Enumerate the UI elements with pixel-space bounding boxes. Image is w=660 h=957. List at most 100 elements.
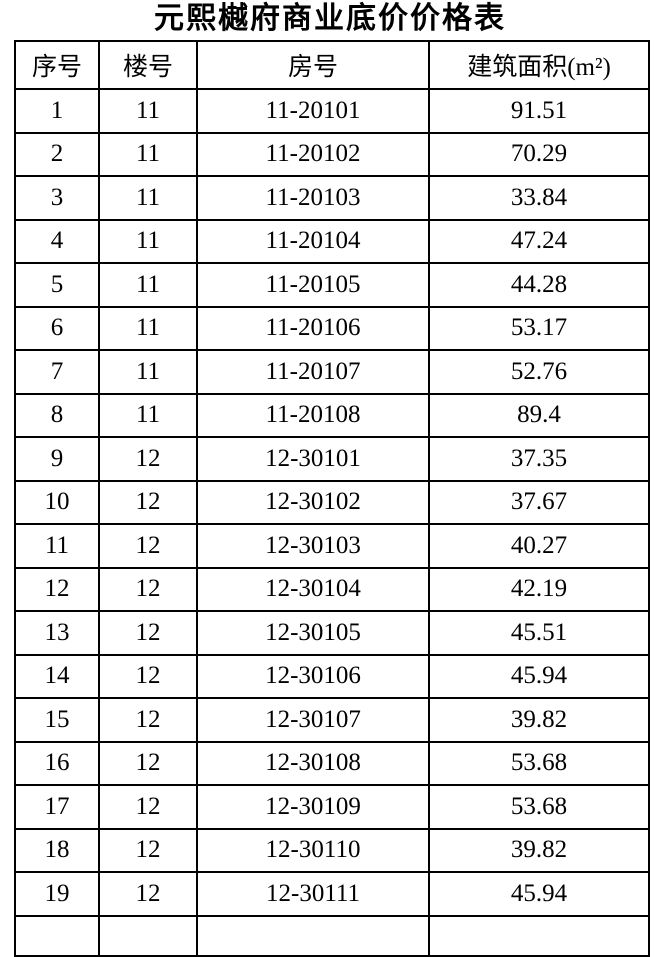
table-cell: 3: [14, 175, 100, 221]
table-cell: 12: [98, 827, 198, 873]
table-cell: 4: [14, 218, 100, 264]
table-cell: 70.29: [428, 131, 650, 177]
table-cell: 12-30105: [196, 610, 430, 656]
table-header-row: 序号 楼号 房号 建筑面积(m²): [14, 40, 650, 90]
table-cell: 12: [98, 784, 198, 830]
table-cell: 37.67: [428, 479, 650, 525]
table-cell: 12: [98, 566, 198, 612]
table-row: 15 12 12-30107 39.82: [14, 697, 650, 743]
table-cell: 11-20106: [196, 305, 430, 351]
table-cell: [98, 914, 198, 957]
table-cell: 91.51: [428, 88, 650, 134]
table-cell: 39.82: [428, 697, 650, 743]
header-building-area: 建筑面积(m²): [428, 40, 650, 90]
table-cell: 11-20103: [196, 175, 430, 221]
table-row: 10 12 12-30102 37.67: [14, 479, 650, 525]
table-cell: 11-20105: [196, 262, 430, 308]
table-row: 13 12 12-30105 45.51: [14, 610, 650, 656]
table-cell: 11: [98, 262, 198, 308]
table-cell: 9: [14, 436, 100, 482]
table-cell: [14, 914, 100, 957]
table-cell: 10: [14, 479, 100, 525]
table-cell: 33.84: [428, 175, 650, 221]
table-row: 9 12 12-30101 37.35: [14, 436, 650, 482]
table-cell: [196, 914, 430, 957]
table-cell: 12: [98, 697, 198, 743]
table-row: 4 11 11-20104 47.24: [14, 218, 650, 264]
table-cell: 11-20101: [196, 88, 430, 134]
table-cell: 12: [14, 566, 100, 612]
table-body: 1 11 11-20101 91.51 2 11 11-20102 70.29 3 11 11-20…: [14, 88, 650, 957]
table-row: 3 11 11-20103 33.84: [14, 175, 650, 221]
header-serial-number: 序号: [14, 40, 100, 90]
header-room-number: 房号: [196, 40, 430, 90]
table-row: 6 11 11-20106 53.17: [14, 305, 650, 351]
table-cell: 11-20102: [196, 131, 430, 177]
table-row: 14 12 12-30106 45.94: [14, 653, 650, 699]
table-cell: 14: [14, 653, 100, 699]
table-cell: 53.68: [428, 784, 650, 830]
table-row: 19 12 12-30111 45.94: [14, 871, 650, 917]
table-cell: 45.51: [428, 610, 650, 656]
table-cell: 1: [14, 88, 100, 134]
table-cell: 8: [14, 392, 100, 438]
table-cell: 16: [14, 740, 100, 786]
table-cell: 47.24: [428, 218, 650, 264]
table-cell: [428, 914, 650, 957]
table-cell: 11: [98, 305, 198, 351]
table-cell: 18: [14, 827, 100, 873]
table-row: 12 12 12-30104 42.19: [14, 566, 650, 612]
table-cell: 11: [98, 392, 198, 438]
price-table: 序号 楼号 房号 建筑面积(m²) 1 11 11-20101 91.51 2 11 11-…: [14, 40, 650, 957]
table-cell: 89.4: [428, 392, 650, 438]
table-cell: 12-30111: [196, 871, 430, 917]
table-cell: 11: [98, 349, 198, 395]
table-cell: 12-30104: [196, 566, 430, 612]
table-cell: 12-30101: [196, 436, 430, 482]
table-row: 7 11 11-20107 52.76: [14, 349, 650, 395]
page-title: 元熙樾府商业底价价格表: [154, 2, 506, 35]
table-row: 1 11 11-20101 91.51: [14, 88, 650, 134]
table-cell: 12: [98, 871, 198, 917]
table-cell: 7: [14, 349, 100, 395]
table-cell: 11-20108: [196, 392, 430, 438]
table-cell: 11: [98, 218, 198, 264]
table-cell: 2: [14, 131, 100, 177]
table-cell: 40.27: [428, 523, 650, 569]
table-cell: 12: [98, 479, 198, 525]
table-cell: 6: [14, 305, 100, 351]
table-cell: 52.76: [428, 349, 650, 395]
table-cell: 12-30110: [196, 827, 430, 873]
table-cell: 12: [98, 523, 198, 569]
table-cell: 5: [14, 262, 100, 308]
document-page: 元熙樾府商业底价价格表 序号 楼号 房号 建筑面积(m²) 1 11 11-2010…: [14, 2, 650, 957]
table-row: 18 12 12-30110 39.82: [14, 827, 650, 873]
table-cell: 42.19: [428, 566, 650, 612]
table-row-partial: [14, 914, 650, 957]
table-cell: 44.28: [428, 262, 650, 308]
table-row: 16 12 12-30108 53.68: [14, 740, 650, 786]
table-cell: 37.35: [428, 436, 650, 482]
table-row: 11 12 12-30103 40.27: [14, 523, 650, 569]
table-cell: 45.94: [428, 871, 650, 917]
table-cell: 15: [14, 697, 100, 743]
table-cell: 12-30103: [196, 523, 430, 569]
table-cell: 45.94: [428, 653, 650, 699]
table-cell: 53.68: [428, 740, 650, 786]
table-cell: 19: [14, 871, 100, 917]
table-cell: 12-30102: [196, 479, 430, 525]
header-building-number: 楼号: [98, 40, 198, 90]
table-row: 2 11 11-20102 70.29: [14, 131, 650, 177]
table-cell: 11: [98, 175, 198, 221]
table-row: 8 11 11-20108 89.4: [14, 392, 650, 438]
table-cell: 12-30106: [196, 653, 430, 699]
table-cell: 17: [14, 784, 100, 830]
table-cell: 11: [98, 131, 198, 177]
table-cell: 11: [98, 88, 198, 134]
table-cell: 13: [14, 610, 100, 656]
table-cell: 12: [98, 610, 198, 656]
table-cell: 53.17: [428, 305, 650, 351]
table-cell: 11-20104: [196, 218, 430, 264]
table-cell: 39.82: [428, 827, 650, 873]
table-cell: 12-30108: [196, 740, 430, 786]
